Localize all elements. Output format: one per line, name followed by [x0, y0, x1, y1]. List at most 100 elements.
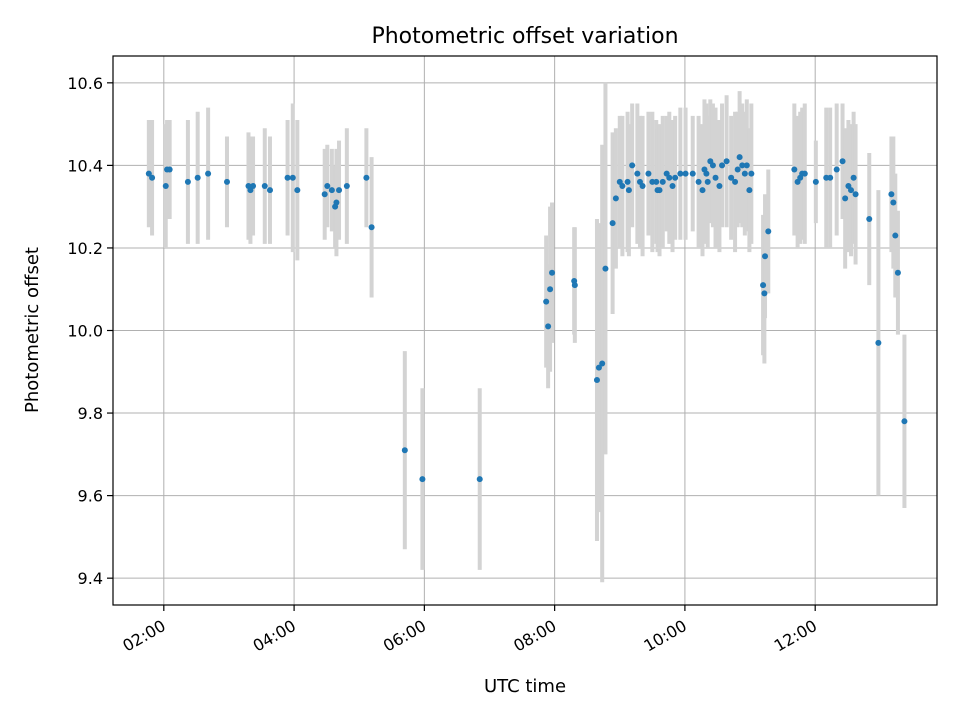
data-point [543, 298, 550, 305]
data-point [653, 178, 660, 185]
data-point [368, 224, 375, 231]
data-point [761, 290, 768, 297]
data-point [760, 282, 767, 289]
y-tick-label: 9.8 [78, 404, 103, 423]
data-point [549, 269, 556, 276]
data-point [145, 170, 152, 177]
data-point [746, 187, 753, 194]
data-point [223, 178, 230, 185]
data-point [659, 178, 666, 185]
data-point [833, 166, 840, 173]
data-point [704, 178, 711, 185]
data-point [363, 174, 370, 181]
data-point [852, 191, 859, 198]
data-point [645, 170, 652, 177]
data-point [719, 162, 726, 169]
data-point [324, 183, 331, 190]
data-point [850, 174, 857, 181]
data-point [734, 166, 741, 173]
data-point [476, 476, 483, 483]
data-point [634, 170, 641, 177]
y-tick-label: 9.4 [78, 569, 103, 588]
data-point [612, 195, 619, 202]
y-axis-label: Photometric offset [22, 247, 43, 413]
data-point [639, 183, 646, 190]
y-tick-label: 10.0 [67, 322, 103, 341]
data-point [266, 187, 273, 194]
data-point [609, 220, 616, 227]
y-tick-label: 10.4 [67, 156, 103, 175]
data-point [194, 174, 201, 181]
data-point [333, 199, 340, 206]
data-point [625, 187, 632, 194]
data-point [748, 170, 755, 177]
data-point [743, 162, 750, 169]
data-point [629, 162, 636, 169]
chart-title: Photometric offset variation [371, 24, 678, 49]
data-point [812, 178, 819, 185]
data-point [848, 187, 855, 194]
data-point [762, 253, 769, 260]
data-point [619, 183, 626, 190]
data-point [791, 166, 798, 173]
data-point [336, 187, 343, 194]
data-point [184, 178, 191, 185]
data-point [732, 178, 739, 185]
data-point [866, 216, 873, 223]
data-point [716, 183, 723, 190]
y-tick-label: 10.2 [67, 239, 103, 258]
data-point [595, 364, 602, 371]
data-point [602, 265, 609, 272]
data-point [343, 183, 350, 190]
y-axis-ticks: 9.4 9.6 9.8 10.0 10.2 10.4 10.6 [67, 74, 113, 588]
data-points [145, 154, 908, 483]
data-point [401, 447, 408, 454]
data-point [284, 174, 291, 181]
data-point [162, 183, 169, 190]
data-point [656, 187, 663, 194]
data-point [739, 162, 746, 169]
data-point [689, 170, 696, 177]
data-point [765, 228, 772, 235]
data-point [699, 187, 706, 194]
data-point [321, 191, 328, 198]
data-point [571, 282, 578, 289]
data-point [328, 187, 335, 194]
data-point [839, 158, 846, 165]
data-point [545, 323, 552, 330]
data-point [801, 170, 808, 177]
data-point [736, 154, 743, 161]
data-point [547, 286, 554, 293]
data-point [261, 183, 268, 190]
y-tick-label: 10.6 [67, 74, 103, 93]
data-point [593, 377, 600, 384]
data-point [741, 170, 748, 177]
data-point [205, 170, 212, 177]
data-point [709, 162, 716, 169]
data-point [890, 199, 897, 206]
data-point [892, 232, 899, 239]
data-point [695, 178, 702, 185]
data-point [728, 174, 735, 181]
data-point [875, 339, 882, 346]
data-point [624, 178, 631, 185]
data-point [149, 174, 156, 181]
data-point [712, 174, 719, 181]
data-point [599, 360, 606, 367]
data-point [703, 170, 710, 177]
data-point [827, 174, 834, 181]
data-point [289, 174, 296, 181]
data-point [842, 195, 849, 202]
data-point [723, 158, 730, 165]
data-point [682, 170, 689, 177]
data-point [888, 191, 895, 198]
x-axis-label: UTC time [484, 676, 566, 697]
data-point [419, 476, 426, 483]
data-point [666, 174, 673, 181]
data-point [677, 170, 684, 177]
data-point [672, 174, 679, 181]
data-point [166, 166, 173, 173]
data-point [901, 418, 908, 425]
